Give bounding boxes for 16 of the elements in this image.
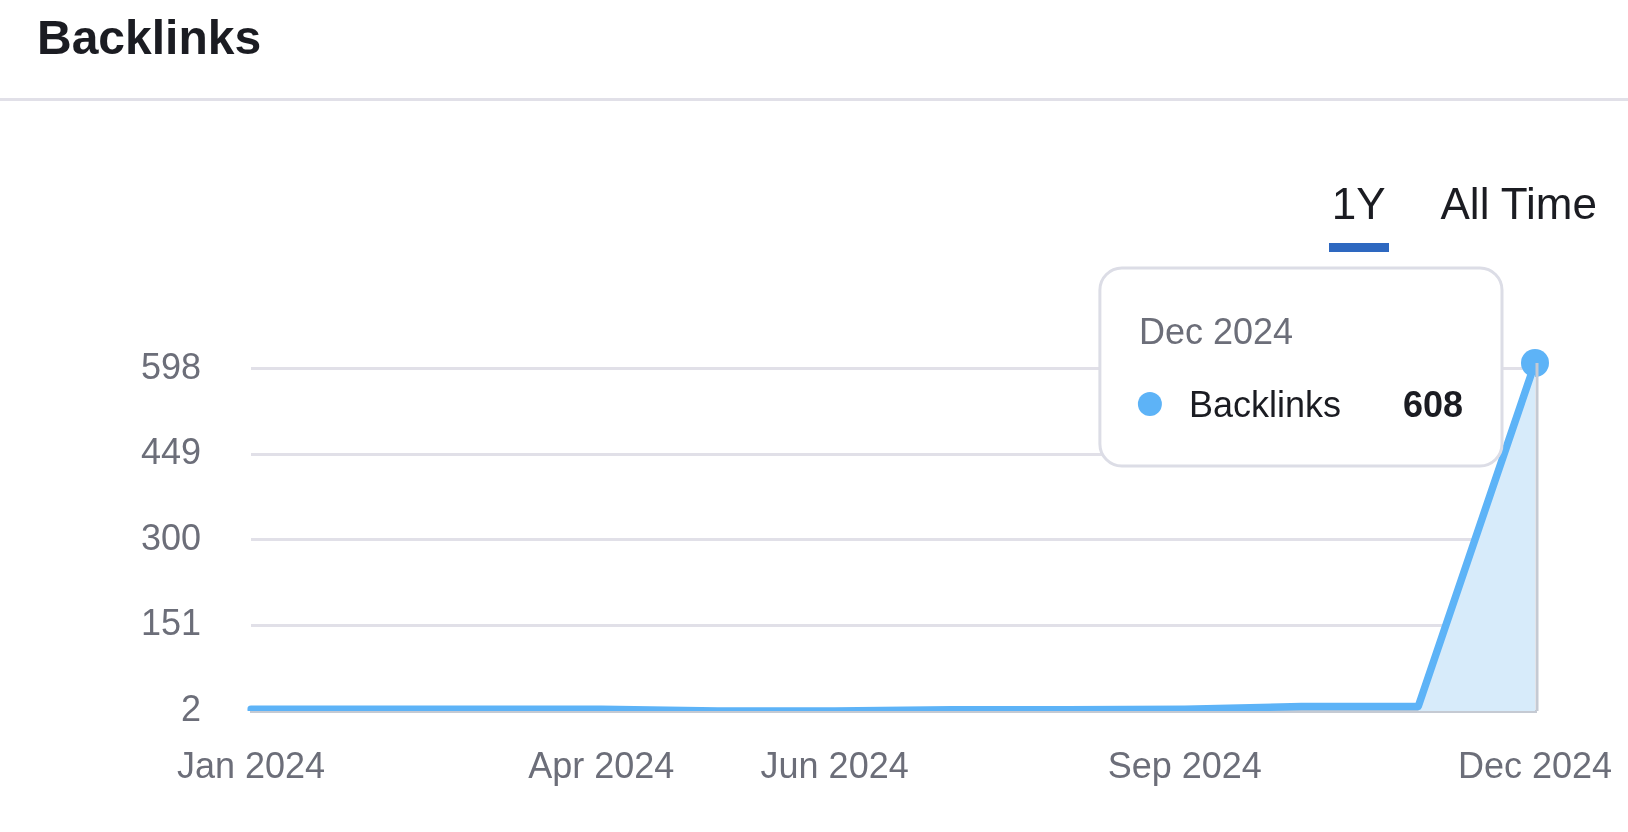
text: All Time	[1440, 179, 1597, 228]
x-tick-label: Jun 2024	[760, 744, 909, 786]
y-tick-label: 300	[140, 516, 201, 558]
text: 1Y	[1331, 179, 1386, 228]
x-tick-label: Apr 2024	[528, 744, 675, 786]
x-tick-label: Jan 2024	[176, 744, 326, 786]
y-tick-label: 449	[140, 431, 201, 473]
text: Dec 2024	[1138, 311, 1293, 352]
y-tick-label: 2	[180, 687, 201, 729]
chart-title: Backlinks	[37, 11, 262, 64]
y-tick-label: 598	[140, 345, 201, 387]
x-tick-label: Dec 2024	[1457, 744, 1613, 786]
legend-label: Backlinks	[1188, 384, 1341, 425]
x-tick-label: Sep 2024	[1107, 744, 1262, 786]
data-label: 608	[1402, 384, 1463, 425]
y-tick-label: 151	[140, 602, 201, 644]
